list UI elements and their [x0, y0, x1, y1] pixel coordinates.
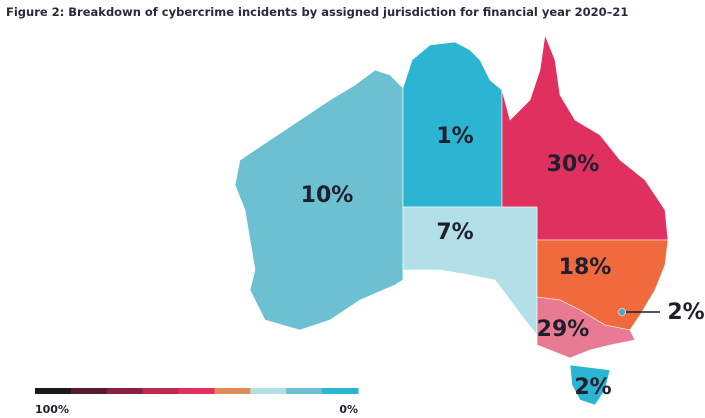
legend: 100% 0%	[35, 388, 359, 416]
value-label: 18%	[559, 255, 612, 280]
value-label: 30%	[547, 152, 600, 177]
legend-swatch	[142, 388, 180, 394]
region	[234, 69, 404, 331]
legend-swatch	[35, 388, 72, 394]
legend-swatch	[178, 388, 215, 394]
legend-swatch	[250, 388, 287, 394]
legend-swatch	[70, 388, 108, 394]
figure-title: Figure 2: Breakdown of cybercrime incide…	[6, 5, 628, 19]
legend-swatch	[106, 388, 144, 394]
region	[536, 296, 636, 359]
map	[234, 33, 669, 406]
value-label: 1%	[436, 124, 473, 149]
value-label: 2%	[574, 375, 611, 400]
value-label: 10%	[301, 183, 354, 208]
value-label: 2%	[667, 300, 704, 325]
region	[618, 308, 626, 316]
value-label: 29%	[537, 317, 590, 342]
value-label: 7%	[436, 220, 473, 245]
legend-label: 100%	[35, 403, 69, 416]
value-labels: 10% 1% 30% 7% 18% 29% 2% 2%	[301, 124, 705, 400]
legend-label: 0%	[339, 403, 358, 416]
region	[569, 364, 611, 406]
legend-swatch	[322, 388, 359, 394]
legend-swatch	[286, 388, 323, 394]
legend-swatch	[214, 388, 251, 394]
